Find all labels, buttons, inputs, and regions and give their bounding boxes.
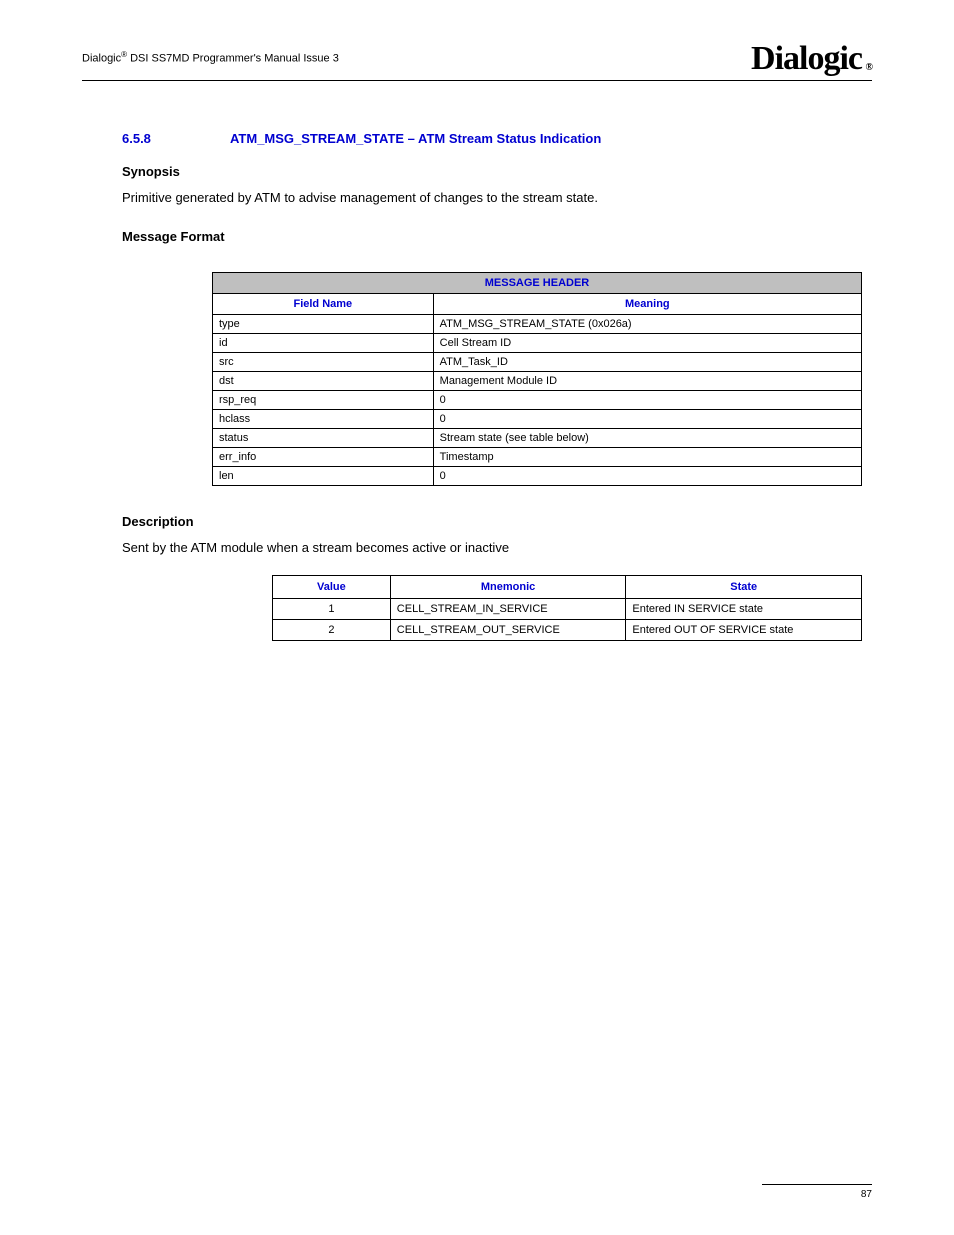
meaning-cell: Timestamp xyxy=(433,448,861,467)
table-title-row: MESSAGE HEADER xyxy=(213,273,862,294)
meaning-cell: Stream state (see table below) xyxy=(433,429,861,448)
field-cell: src xyxy=(213,353,434,372)
page-number: 87 xyxy=(861,1189,872,1200)
meaning-cell: 0 xyxy=(433,410,861,429)
meaning-cell: ATM_Task_ID xyxy=(433,353,861,372)
col-state: State xyxy=(626,576,862,599)
field-cell: status xyxy=(213,429,434,448)
table-row: idCell Stream ID xyxy=(213,334,862,353)
col-field-name: Field Name xyxy=(213,294,434,315)
page-footer: 87 xyxy=(762,1184,872,1200)
table-row: dstManagement Module ID xyxy=(213,372,862,391)
section-number: 6.5.8 xyxy=(82,131,230,146)
message-header-table-wrap: MESSAGE HEADER Field Name Meaning typeAT… xyxy=(212,272,862,486)
synopsis-heading: Synopsis xyxy=(122,164,872,179)
mnemonic-cell: CELL_STREAM_OUT_SERVICE xyxy=(390,620,626,641)
logo-text: Dialogic xyxy=(751,40,862,77)
table-row: len0 xyxy=(213,467,862,486)
table-header-row: Field Name Meaning xyxy=(213,294,862,315)
table-row: hclass0 xyxy=(213,410,862,429)
message-format-heading: Message Format xyxy=(122,229,872,244)
meaning-cell: 0 xyxy=(433,391,861,410)
mnemonic-cell: CELL_STREAM_IN_SERVICE xyxy=(390,599,626,620)
table-row: srcATM_Task_ID xyxy=(213,353,862,372)
table-row: 1 CELL_STREAM_IN_SERVICE Entered IN SERV… xyxy=(273,599,862,620)
message-header-table: MESSAGE HEADER Field Name Meaning typeAT… xyxy=(212,272,862,486)
field-cell: err_info xyxy=(213,448,434,467)
table-row: rsp_req0 xyxy=(213,391,862,410)
table-title-cell: MESSAGE HEADER xyxy=(213,273,862,294)
description-text: Sent by the ATM module when a stream bec… xyxy=(122,539,872,557)
states-table: Value Mnemonic State 1 CELL_STREAM_IN_SE… xyxy=(272,575,862,641)
table-row: err_infoTimestamp xyxy=(213,448,862,467)
section-heading: 6.5.8 ATM_MSG_STREAM_STATE – ATM Stream … xyxy=(82,131,872,146)
field-cell: rsp_req xyxy=(213,391,434,410)
meaning-cell: Management Module ID xyxy=(433,372,861,391)
col-mnemonic: Mnemonic xyxy=(390,576,626,599)
state-cell: Entered IN SERVICE state xyxy=(626,599,862,620)
table-row: 2 CELL_STREAM_OUT_SERVICE Entered OUT OF… xyxy=(273,620,862,641)
meaning-cell: 0 xyxy=(433,467,861,486)
page-header: Dialogic ® DSI SS7MD Programmer's Manual … xyxy=(82,40,872,81)
field-cell: dst xyxy=(213,372,434,391)
section-title: ATM_MSG_STREAM_STATE – ATM Stream Status… xyxy=(230,131,601,146)
col-value: Value xyxy=(273,576,391,599)
table-row: statusStream state (see table below) xyxy=(213,429,862,448)
state-cell: Entered OUT OF SERVICE state xyxy=(626,620,862,641)
synopsis-text: Primitive generated by ATM to advise man… xyxy=(122,189,872,207)
meaning-cell: Cell Stream ID xyxy=(433,334,861,353)
header-doc-title: Dialogic® DSI SS7MD Programmer's Manual … xyxy=(82,40,339,65)
states-table-wrap: Value Mnemonic State 1 CELL_STREAM_IN_SE… xyxy=(272,575,862,641)
field-cell: id xyxy=(213,334,434,353)
states-header-row: Value Mnemonic State xyxy=(273,576,862,599)
field-cell: len xyxy=(213,467,434,486)
field-cell: hclass xyxy=(213,410,434,429)
table-row: typeATM_MSG_STREAM_STATE (0x026a) xyxy=(213,315,862,334)
col-meaning: Meaning xyxy=(433,294,861,315)
meaning-cell: ATM_MSG_STREAM_STATE (0x026a) xyxy=(433,315,861,334)
logo-reg: ® xyxy=(866,62,872,73)
value-cell: 1 xyxy=(273,599,391,620)
value-cell: 2 xyxy=(273,620,391,641)
header-product: Dialogic xyxy=(82,53,121,65)
field-cell: type xyxy=(213,315,434,334)
description-heading: Description xyxy=(122,514,872,529)
header-title-text: DSI SS7MD Programmer's Manual Issue 3 xyxy=(127,53,339,65)
logo: Dialogic ® xyxy=(751,40,872,78)
